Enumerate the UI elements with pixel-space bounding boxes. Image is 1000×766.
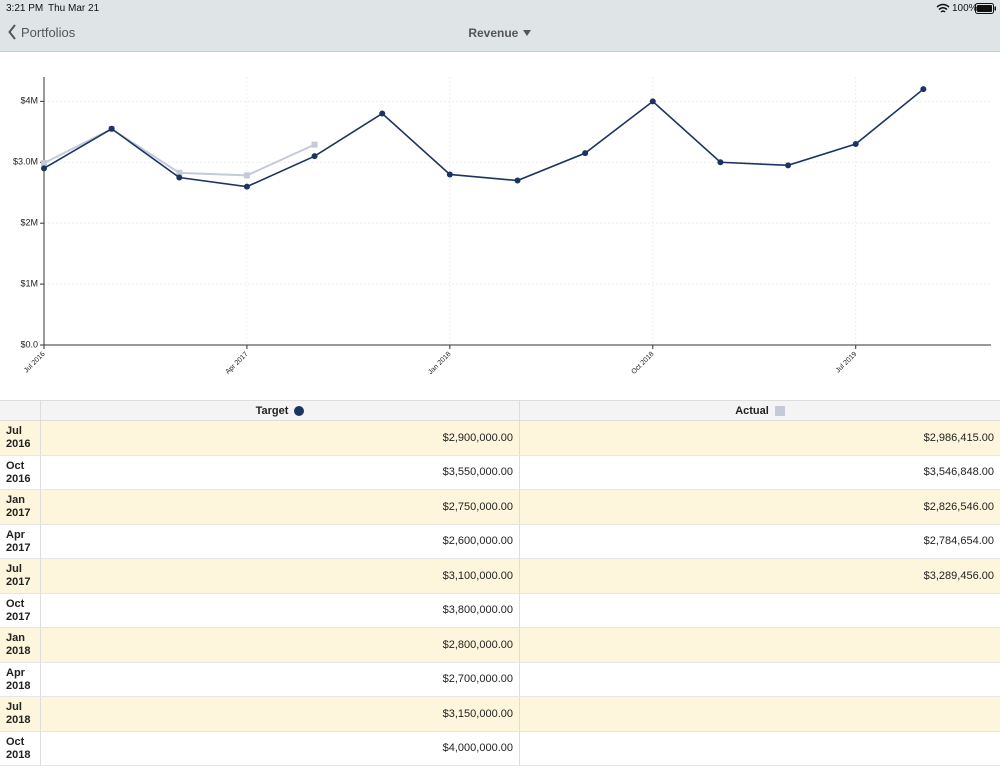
target-cell: $2,750,000.00 [41,490,520,524]
nav-bar: Portfolios Revenue [0,18,1000,52]
battery-icon [975,3,997,14]
target-cell: $3,800,000.00 [41,594,520,628]
period-cell: Oct 2016 [0,456,41,490]
legend-marker [775,406,785,416]
point [447,171,453,177]
x-tick-label: Jul 2016 [23,351,47,375]
legend-marker [294,406,304,416]
target-cell: $2,900,000.00 [41,421,520,455]
period-cell: Jul 2016 [0,421,41,455]
header-label: Actual [735,405,769,417]
dropdown-arrow [522,29,532,37]
point [717,159,723,165]
table-row: Jul 2016$2,900,000.00$2,986,415.00 [0,421,1000,456]
actual-cell: $3,546,848.00 [520,456,1000,490]
table-row: Jul 2017$3,100,000.00$3,289,456.00 [0,559,1000,594]
header-corner [0,401,41,420]
point [312,153,318,159]
target-cell: $3,100,000.00 [41,559,520,593]
target-cell: $2,800,000.00 [41,628,520,662]
table-row: Jul 2018$3,150,000.00 [0,697,1000,732]
x-tick-label: Jul 2019 [835,351,859,375]
series-line [44,89,923,186]
point [379,111,385,117]
point [244,172,250,178]
period-cell: Apr 2018 [0,663,41,697]
point [515,178,521,184]
y-tick-label: $3.0M [13,157,38,167]
target-cell: $3,150,000.00 [41,697,520,731]
period-cell: Jan 2018 [0,628,41,662]
point [41,165,47,171]
point [312,142,318,148]
chart: $0.0 $1M $2M $3.0M $4M Jul 2016 Apr 2017 Jan 20… [0,52,1000,400]
title-text: Revenue [468,26,518,40]
target-cell: $2,700,000.00 [41,663,520,697]
series-line [44,129,315,175]
point [109,126,115,132]
point [176,175,182,181]
actual-cell [520,697,1000,731]
x-tick-label: Jan 2018 [427,351,452,376]
screen: {"status": {"time": "3:21 PM", "date": "… [0,0,1000,750]
actual-cell: $2,986,415.00 [520,421,1000,455]
nav-title[interactable]: Revenue [0,26,1000,40]
period-cell: Jul 2017 [0,559,41,593]
y-tick-label: $2M [20,218,38,228]
period-cell: Jan 2017 [0,490,41,524]
table-row: Oct 2016$3,550,000.00$3,546,848.00 [0,456,1000,491]
x-tick-label: Apr 2017 [225,351,250,376]
header-actual: Actual [520,401,1000,420]
table-row: Oct 2018$4,000,000.00 [0,732,1000,766]
table-row: Jan 2018$2,800,000.00 [0,628,1000,663]
period-cell: Apr 2017 [0,525,41,559]
point [244,184,250,190]
y-tick-label: $1M [20,278,38,288]
status-bar: 3:21 PM Thu Mar 21 100% [0,0,1000,18]
time: 3:21 PM [6,3,43,14]
actual-cell [520,628,1000,662]
actual-cell [520,732,1000,766]
target-cell: $2,600,000.00 [41,525,520,559]
table-header: Target Actual [0,400,1000,421]
point [582,150,588,156]
table-row: Apr 2018$2,700,000.00 [0,663,1000,698]
actual-cell [520,594,1000,628]
table-row: Apr 2017$2,600,000.00$2,784,654.00 [0,525,1000,560]
actual-cell: $2,784,654.00 [520,525,1000,559]
table-row: Oct 2017$3,800,000.00 [0,594,1000,629]
x-tick-label: Oct 2018 [630,351,655,376]
date: Thu Mar 21 [48,3,99,14]
y-tick-label: $4M [20,96,38,106]
wifi-icon [936,3,950,14]
actual-cell: $2,826,546.00 [520,490,1000,524]
period-cell: Jul 2018 [0,697,41,731]
target-cell: $3,550,000.00 [41,456,520,490]
battery-level: 100% [952,3,978,14]
table-row: Jan 2017$2,750,000.00$2,826,546.00 [0,490,1000,525]
point [920,86,926,92]
period-cell: Oct 2017 [0,594,41,628]
header-target: Target [41,401,520,420]
point [853,141,859,147]
period-cell: Oct 2018 [0,732,41,766]
data-table: Target Actual Jul 2016$2,900,000.00$2,98… [0,400,1000,766]
point [650,98,656,104]
y-tick-label: $0.0 [20,339,38,349]
header-label: Target [256,405,289,417]
point [785,162,791,168]
actual-cell: $3,289,456.00 [520,559,1000,593]
actual-cell [520,663,1000,697]
target-cell: $4,000,000.00 [41,732,520,766]
point [41,160,47,166]
